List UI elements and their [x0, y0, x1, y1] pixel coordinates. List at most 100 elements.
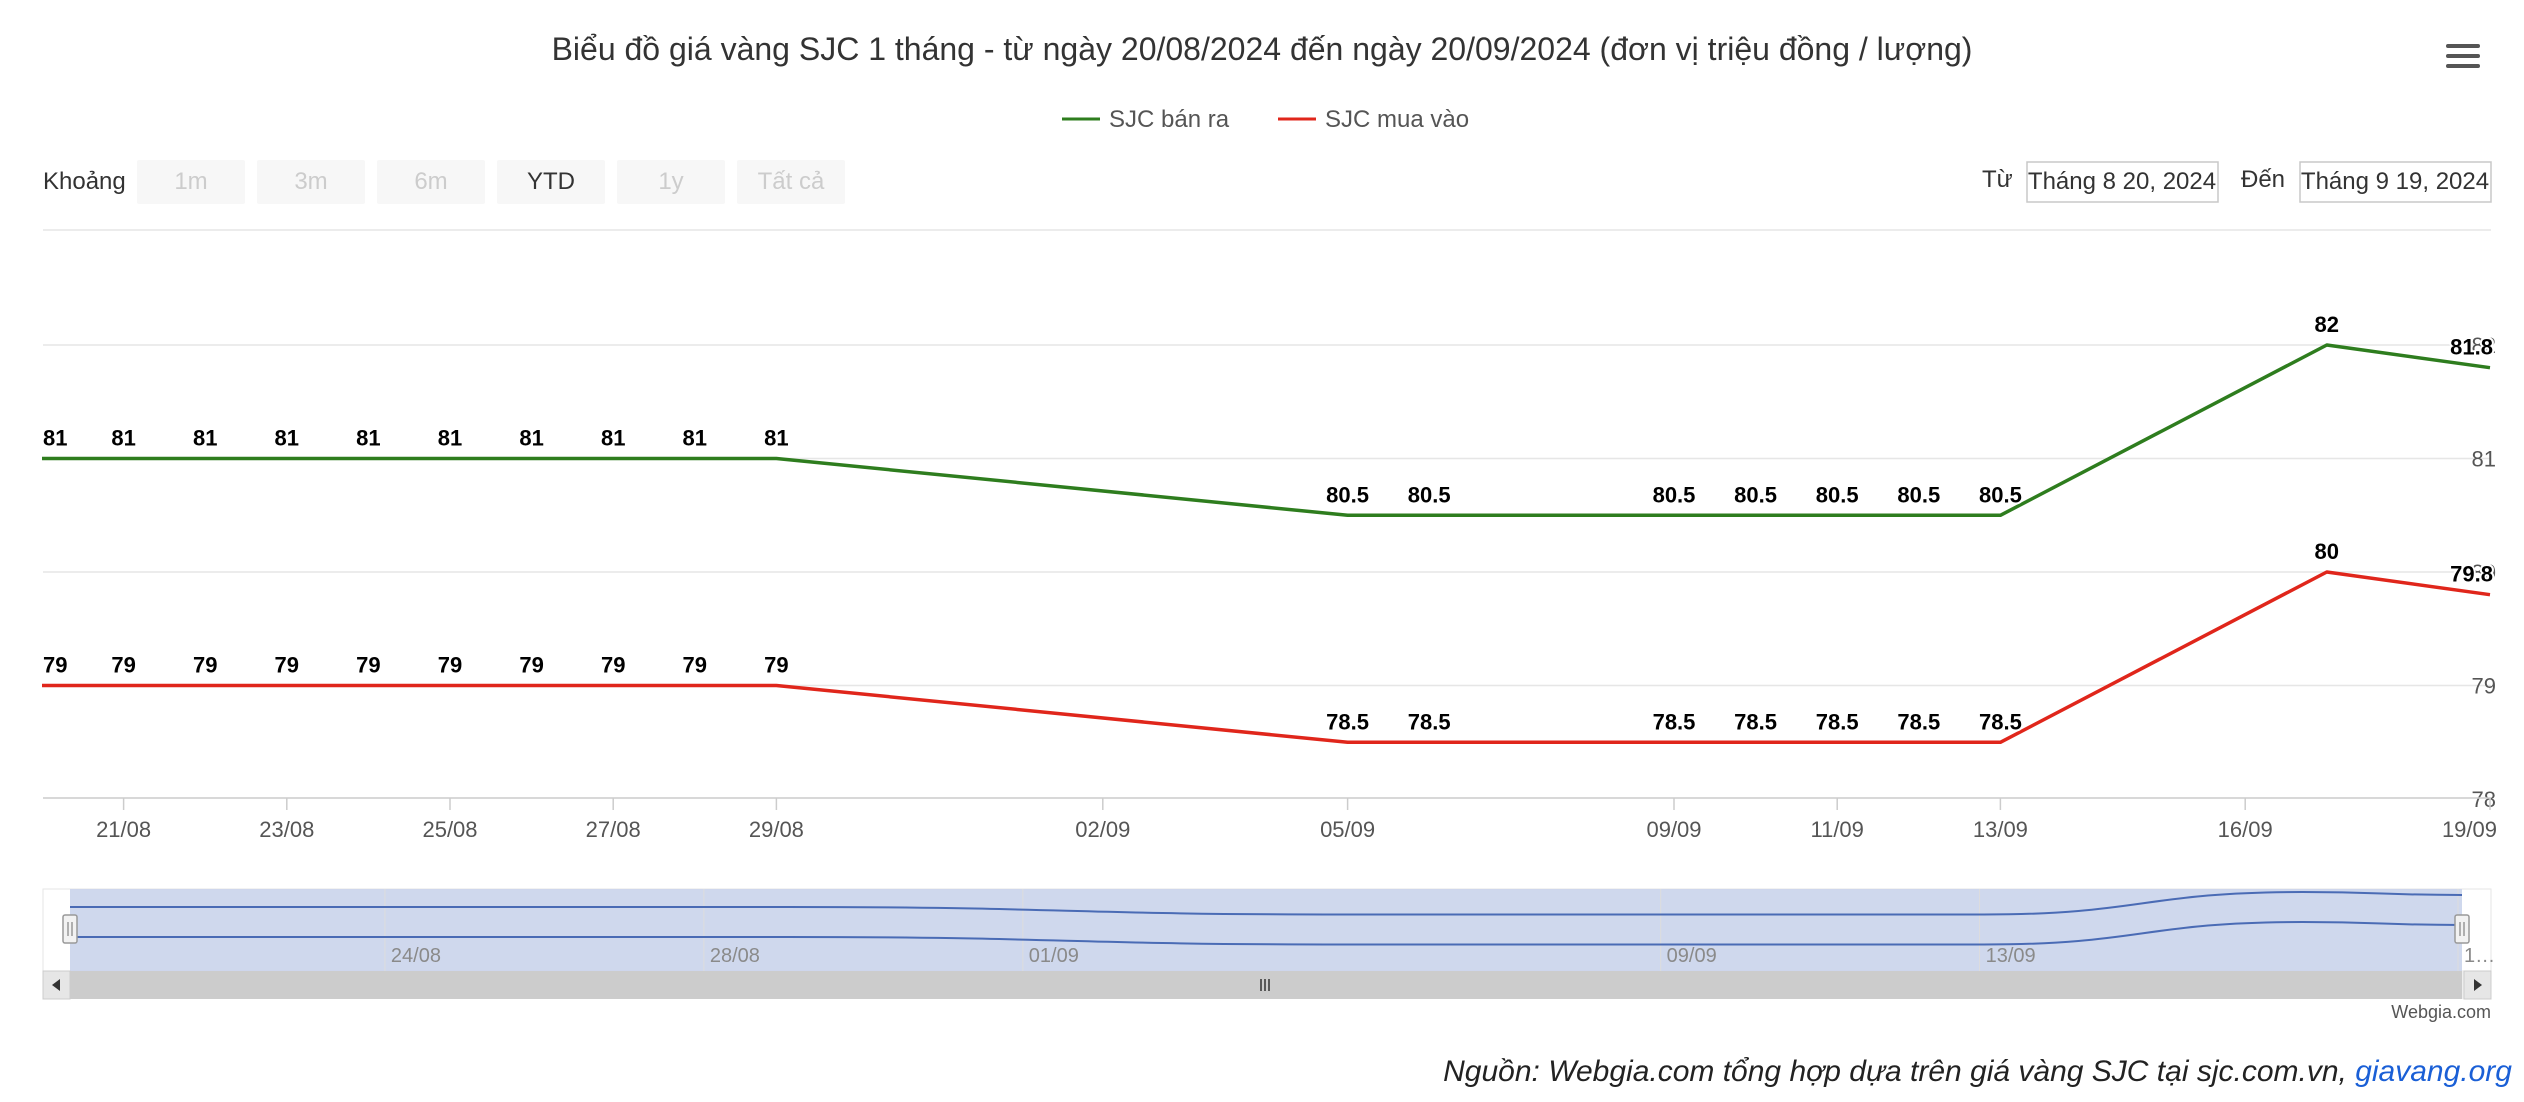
- navigator: 24/08 28/08 01/09 09/09 13/09 1…: [42, 888, 2495, 1000]
- zoom-button-6m[interactable]: 6m: [377, 160, 485, 204]
- zoom-button-1y[interactable]: 1y: [617, 160, 725, 204]
- legend-label: SJC mua vào: [1325, 106, 1469, 133]
- from-date-input[interactable]: Tháng 8 20, 2024: [2028, 168, 2216, 195]
- data-label: 78.5: [1897, 709, 1940, 734]
- navigator-tick-label: 13/09: [1986, 945, 2036, 967]
- y-tick-label: 79: [2472, 674, 2496, 699]
- navigator-series-1: [70, 920, 2463, 946]
- footer-link[interactable]: giavang.org: [2355, 1055, 2512, 1088]
- x-tick-label: 13/09: [1973, 817, 2028, 842]
- zoom-button-ytd[interactable]: YTD: [497, 160, 605, 204]
- zoom-button-1m[interactable]: 1m: [137, 160, 245, 204]
- y-tick-label: 78: [2472, 787, 2496, 812]
- data-label: 79: [356, 653, 380, 678]
- data-label: 81: [193, 426, 217, 451]
- scrollbar-thumb[interactable]: [70, 971, 2462, 999]
- arrow-right-icon: [2474, 979, 2482, 991]
- data-labels: 81 81 81 81 81 81 81 81 81 81 80.5 80.5 80.5 80.5 80.5…: [41, 310, 2495, 736]
- svg-text:1m: 1m: [174, 168, 207, 195]
- legend-label: SJC bán ra: [1109, 106, 1230, 133]
- data-label: 79: [764, 653, 788, 678]
- navigator-series-0: [69, 890, 2463, 916]
- arrow-left-icon: [52, 979, 60, 991]
- zoom-button-3m[interactable]: 3m: [257, 160, 365, 204]
- series-line-1[interactable]: [42, 570, 2491, 745]
- navigator-tick-label: 24/08: [391, 945, 441, 967]
- data-label: 79: [683, 653, 707, 678]
- chart-title: Biểu đồ giá vàng SJC 1 tháng - từ ngày 2…: [552, 31, 1973, 67]
- to-date-input[interactable]: Tháng 9 19, 2024: [2301, 168, 2489, 195]
- y-tick-label: 81: [2472, 447, 2496, 472]
- data-label: 81: [43, 426, 67, 451]
- scroll-left-button[interactable]: [42, 970, 71, 1000]
- navigator-grid: 24/08 28/08 01/09 09/09 13/09 1…: [384, 889, 2495, 971]
- x-tick-label: 29/08: [749, 817, 804, 842]
- grid-lines: [43, 344, 2491, 687]
- x-tick-label: 19/09: [2442, 817, 2497, 842]
- navigator-tick-label: 1…: [2464, 945, 2495, 967]
- data-label: 81: [764, 426, 788, 451]
- data-label: 79: [43, 653, 67, 678]
- legend-item-sjc-mua-vao[interactable]: SJC mua vào: [1278, 106, 1469, 133]
- grip-icon[interactable]: [1260, 979, 1270, 991]
- data-label: 81: [601, 426, 625, 451]
- data-label: 78.5: [1816, 709, 1859, 734]
- navigator-handle-left[interactable]: [62, 914, 78, 944]
- y-tick-label: 80: [2472, 560, 2496, 585]
- svg-text:1y: 1y: [658, 168, 683, 195]
- from-date-box[interactable]: [2026, 161, 2219, 203]
- x-tick-label: 21/08: [96, 817, 151, 842]
- svg-text:6m: 6m: [414, 168, 447, 195]
- data-label: 80.5: [1816, 482, 1859, 507]
- data-label: 78.5: [1653, 709, 1696, 734]
- data-label: 80.5: [1326, 482, 1369, 507]
- from-label: Từ: [1982, 166, 2013, 193]
- data-label: 81: [356, 426, 380, 451]
- x-tick-label: 25/08: [422, 817, 477, 842]
- data-label: 78.5: [1408, 709, 1451, 734]
- data-label: 81: [683, 426, 707, 451]
- data-label: 79: [275, 653, 299, 678]
- credits-link[interactable]: Webgia.com: [2391, 1002, 2491, 1022]
- data-label: 80.5: [1897, 482, 1940, 507]
- zoom-button-all[interactable]: Tất cả: [737, 160, 845, 204]
- svg-text:YTD: YTD: [527, 168, 575, 195]
- data-label: 79: [601, 653, 625, 678]
- data-label: 79.8: [2450, 562, 2493, 587]
- to-date-box[interactable]: [2299, 161, 2492, 203]
- y-axis: 78 79 80 81 82: [2472, 333, 2496, 812]
- scroll-right-button[interactable]: [2463, 970, 2492, 1000]
- data-label: 80.5: [1979, 482, 2022, 507]
- hamburger-menu-icon[interactable]: [2436, 28, 2484, 76]
- navigator-handle-right[interactable]: [2454, 914, 2470, 944]
- x-tick-label: 11/09: [1810, 817, 1863, 842]
- data-label: 80.5: [1408, 482, 1451, 507]
- data-label: 80.5: [1653, 482, 1696, 507]
- y-tick-label: 82: [2472, 333, 2496, 358]
- navigator-tick-label: 01/09: [1029, 945, 1079, 967]
- data-label: 80.5: [1734, 482, 1777, 507]
- navigator-lines: [69, 890, 2463, 946]
- data-label: 82: [2315, 312, 2339, 337]
- data-label: 78.5: [1734, 709, 1777, 734]
- legend-item-sjc-ban-ra[interactable]: SJC bán ra: [1062, 106, 1230, 133]
- x-tick-label: 23/08: [259, 817, 314, 842]
- navigator-selected-range[interactable]: [70, 889, 2462, 971]
- data-label: 81: [275, 426, 299, 451]
- x-tick-label: 02/09: [1075, 817, 1130, 842]
- data-label: 80: [2315, 539, 2339, 564]
- x-axis: 21/08 23/08 25/08 27/08 29/08 02/09 05/09 09/09…: [96, 798, 2497, 842]
- navigator-tick-label: 09/09: [1667, 945, 1717, 967]
- series-line-0[interactable]: [42, 343, 2491, 518]
- data-label: 79: [438, 653, 462, 678]
- svg-text:3m: 3m: [294, 168, 327, 195]
- zoom-label: Khoảng: [43, 168, 126, 195]
- data-label: 81: [111, 426, 135, 451]
- footer-text: Nguồn: Webgia.com tổng hợp dựa trên giá …: [1443, 1055, 2347, 1088]
- series-lines: [42, 343, 2491, 745]
- data-label: 81: [438, 426, 462, 451]
- x-tick-label: 27/08: [586, 817, 641, 842]
- svg-text:Tất cả: Tất cả: [758, 168, 825, 195]
- x-tick-label: 05/09: [1320, 817, 1375, 842]
